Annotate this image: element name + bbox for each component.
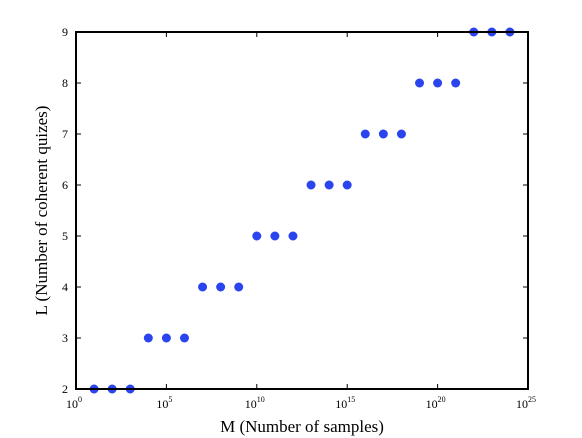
data-point: [179, 333, 189, 343]
y-tick-label: 9: [62, 25, 68, 39]
axis-ticks: 100 105 1010 1015 1020 1025 2 3 4 5 6 7 8 9: [62, 25, 536, 411]
y-tick-label: 4: [62, 280, 68, 294]
data-point: [396, 129, 406, 139]
y-tick-label: 8: [62, 76, 68, 90]
data-point: [234, 282, 244, 292]
data-point: [252, 231, 262, 241]
x-axis-label: M (Number of samples): [220, 417, 384, 436]
data-point: [306, 180, 316, 190]
y-tick-label: 5: [62, 229, 68, 243]
y-tick-label: 3: [62, 331, 68, 345]
plot-frame: [75, 31, 529, 390]
data-point: [288, 231, 298, 241]
data-points: [89, 27, 515, 394]
data-point: [415, 78, 425, 88]
data-point: [198, 282, 208, 292]
x-tick-label: 1025: [516, 395, 536, 411]
data-point: [216, 282, 226, 292]
y-tick-label: 7: [62, 127, 68, 141]
x-tick-label: 1020: [426, 395, 446, 411]
x-tick-label: 1010: [245, 395, 265, 411]
data-point: [143, 333, 153, 343]
data-point: [324, 180, 334, 190]
y-tick-label: 2: [62, 382, 68, 396]
x-tick-label: 1015: [335, 395, 355, 411]
data-point: [451, 78, 461, 88]
y-tick-label: 6: [62, 178, 68, 192]
data-point: [270, 231, 280, 241]
data-point: [378, 129, 388, 139]
data-point: [342, 180, 352, 190]
data-point: [360, 129, 370, 139]
data-point: [433, 78, 443, 88]
y-axis-label: L (Number of coherent quizes): [32, 106, 51, 316]
x-tick-label: 105: [156, 395, 172, 411]
x-tick-label: 100: [66, 395, 82, 411]
data-point: [161, 333, 171, 343]
